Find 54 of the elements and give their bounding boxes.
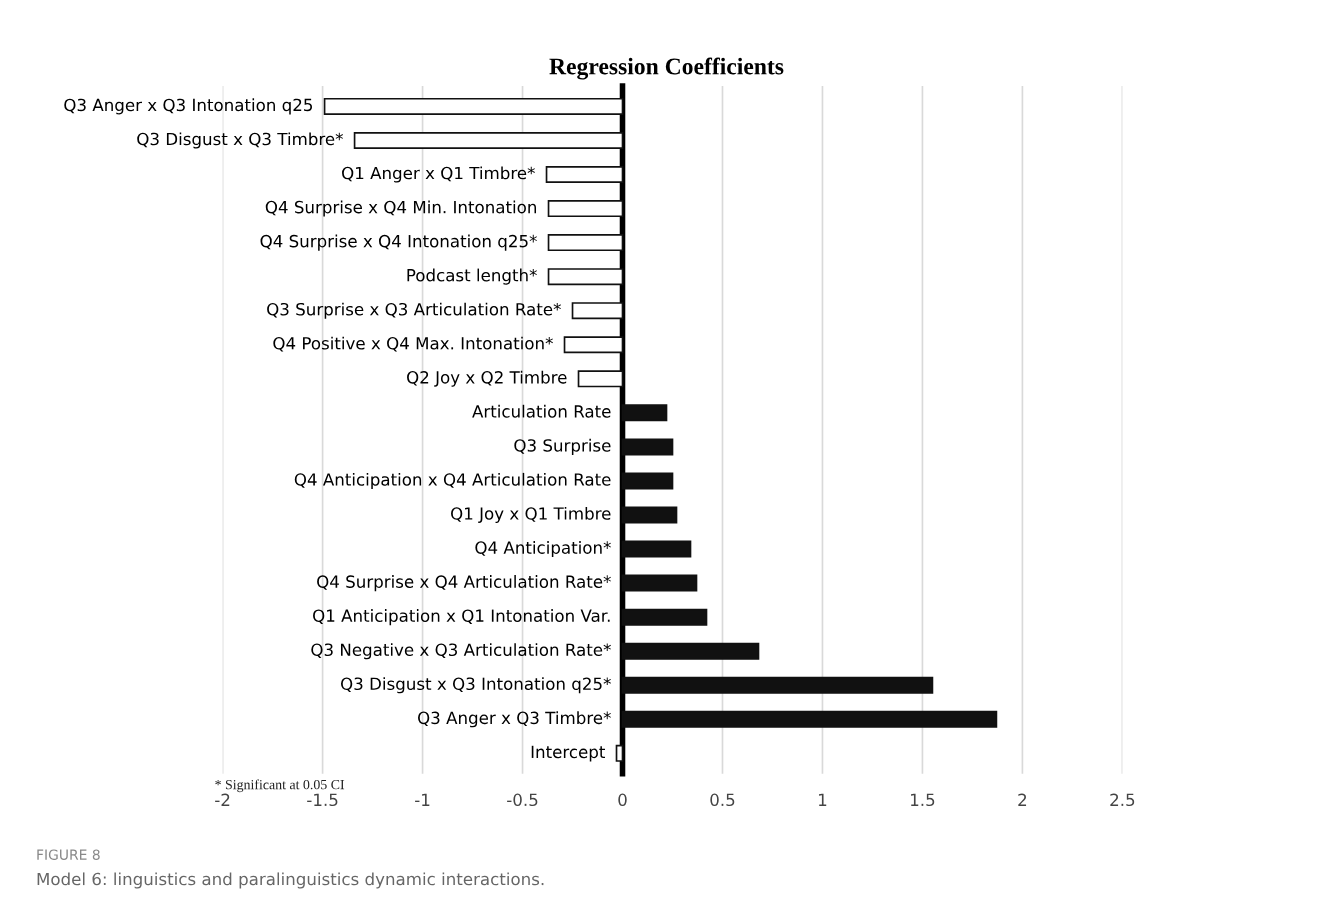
y-tick-label: Q4 Surprise x Q4 Intonation q25* — [260, 234, 537, 251]
bar — [621, 506, 678, 524]
bar — [323, 97, 624, 115]
x-tick-label: 0.5 — [710, 793, 735, 807]
y-tick-label: Q1 Anticipation x Q1 Intonation Var. — [313, 609, 610, 626]
y-tick-label: Q3 Disgust x Q3 Timbre* — [137, 132, 343, 149]
y-tick-label: Podcast length* — [407, 268, 537, 285]
text: * Significant at 0.05 CI — [215, 779, 345, 793]
y-tick-label: Q3 Surprise x Q3 Articulation Rate* — [267, 302, 561, 319]
x-tick-label: -2 — [215, 793, 230, 806]
bar — [547, 234, 624, 252]
text: Model 6: linguistics and paralinguistics dynamic interactions. — [37, 872, 544, 889]
bar — [563, 336, 624, 354]
y-tick-label: Q3 Anger x Q3 Timbre* — [418, 711, 611, 728]
bar — [615, 744, 624, 762]
x-tick-label: 1.5 — [911, 793, 935, 807]
bar — [621, 676, 934, 694]
x-tick-label: 2 — [1018, 793, 1027, 806]
x-tick-label: -1 — [415, 793, 430, 806]
bar — [571, 302, 624, 320]
x-tick-label: -0.5 — [507, 793, 538, 807]
y-tick-label: Articulation Rate — [472, 404, 611, 418]
caption: FIGURE 8 — [37, 849, 100, 860]
bar — [577, 370, 624, 388]
chart-title: Regression Coefficients — [549, 57, 784, 80]
y-tick-label: Q3 Anger x Q3 Intonation q25 — [64, 98, 313, 115]
bar — [353, 131, 624, 149]
y-tick-label: Q3 Disgust x Q3 Intonation q25* — [341, 677, 611, 694]
x-tick-label: 0 — [618, 793, 627, 807]
bar — [621, 574, 698, 592]
bar — [547, 200, 624, 218]
bar — [621, 438, 674, 456]
bar — [621, 608, 708, 626]
y-tick-label: Intercept — [531, 745, 605, 762]
x-tick-label: -1.5 — [307, 793, 338, 807]
y-tick-label: Q4 Anticipation* — [475, 540, 611, 558]
y-tick-label: Q4 Surprise x Q4 Articulation Rate* — [317, 575, 611, 592]
x-tick-label: 2.5 — [1110, 793, 1135, 807]
bar — [621, 540, 692, 558]
bar — [621, 404, 668, 422]
bar — [621, 642, 760, 660]
y-tick-label: Q4 Surprise x Q4 Min. Intonation — [265, 200, 537, 217]
bar — [621, 710, 998, 728]
bar — [545, 166, 624, 183]
y-tick-label: Q4 Positive x Q4 Max. Intonation* — [273, 336, 553, 352]
bar — [547, 268, 624, 286]
y-tick-label: Q3 Negative x Q3 Articulation Rate* — [311, 643, 611, 660]
y-tick-label: Q2 Joy x Q2 Timbre — [407, 370, 567, 387]
y-tick-label: Q4 Anticipation x Q4 Articulation Rate — [294, 472, 611, 490]
bar — [621, 472, 674, 490]
y-tick-label: Q1 Joy x Q1 Timbre — [451, 506, 611, 524]
x-tick-label: 1 — [818, 793, 827, 806]
y-tick-label: Q3 Surprise — [514, 438, 611, 455]
y-tick-label: Q1 Anger x Q1 Timbre* — [342, 166, 535, 183]
